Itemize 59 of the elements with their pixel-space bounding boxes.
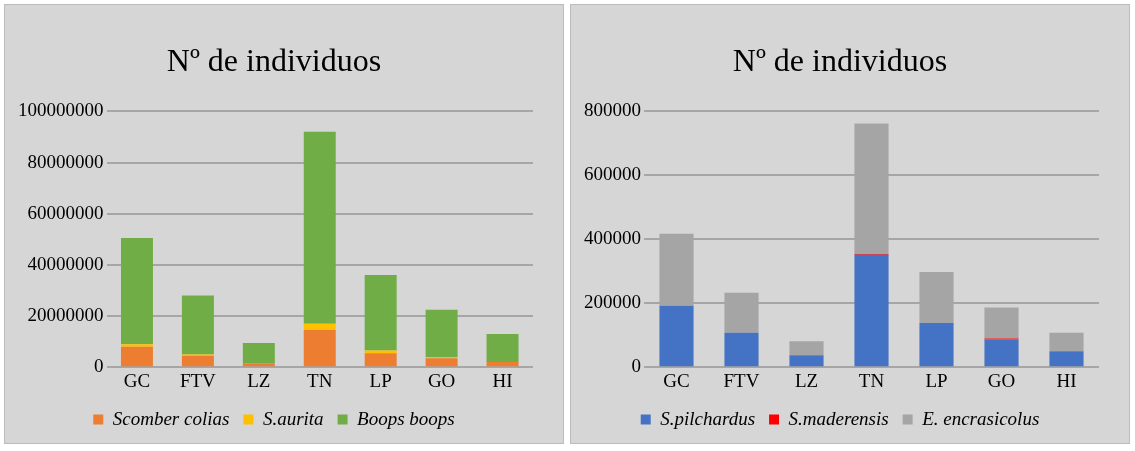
y-tick-label: 60000000 [27,201,104,223]
bar [242,342,275,364]
x-tick-label: LP [925,369,948,391]
bar [984,307,1019,339]
legend-label: S.maderensis [788,407,889,429]
x-tick-label: GC [663,369,690,391]
legend-label: Boops boops [357,407,455,429]
x-tick-label: TN [307,369,333,391]
chart-title: Nº de individuos [166,41,382,78]
bar [1049,351,1084,367]
x-tick-label: GO [427,369,456,391]
y-tick-label: 80000000 [27,150,104,172]
x-tick-label: HI [1056,369,1077,391]
bar [724,332,759,367]
bar [425,358,458,367]
x-tick-label: HI [492,369,513,391]
chart-title: Nº de individuos [732,41,948,78]
bar [181,355,214,367]
bar [303,323,336,331]
x-tick-label: TN [858,369,885,391]
bar [242,363,275,367]
x-tick-label: LZ [794,369,819,391]
bar [984,339,1019,367]
bar [120,344,153,347]
bar [120,346,153,367]
x-tick-label: LP [369,369,392,391]
bar [181,295,214,355]
bar [659,305,694,367]
bar [303,131,336,324]
bar [486,333,519,363]
bar [120,238,153,345]
legend-label: E. encrasicolus [921,407,1040,429]
bar [303,330,336,367]
x-tick-label: GC [123,369,151,391]
bar [486,362,519,367]
bar [364,275,397,351]
y-tick-label: 200000 [584,291,641,313]
y-tick-label: 40000000 [27,252,104,274]
bar [1049,332,1084,352]
y-tick-label: 20000000 [27,304,104,326]
bar [425,309,458,357]
bar [364,353,397,367]
bar [854,254,889,367]
legend-label: Scomber colias [112,407,230,429]
y-tick-label: 400000 [584,227,641,249]
y-tick-label: 0 [631,355,641,377]
x-tick-label: FTV [179,369,217,391]
y-tick-label: 800000 [584,99,641,121]
y-tick-label: 600000 [584,163,641,185]
x-tick-label: FTV [723,369,760,391]
x-tick-label: GO [987,369,1016,391]
y-tick-label: 0 [94,355,104,377]
bar [789,341,824,356]
x-tick-label: LZ [247,369,271,391]
bar [919,323,954,367]
bar [789,355,824,367]
legend-label: S.aurita [262,407,324,429]
legend-label: S.pilchardus [660,407,756,429]
y-tick-label: 100000000 [18,99,104,121]
